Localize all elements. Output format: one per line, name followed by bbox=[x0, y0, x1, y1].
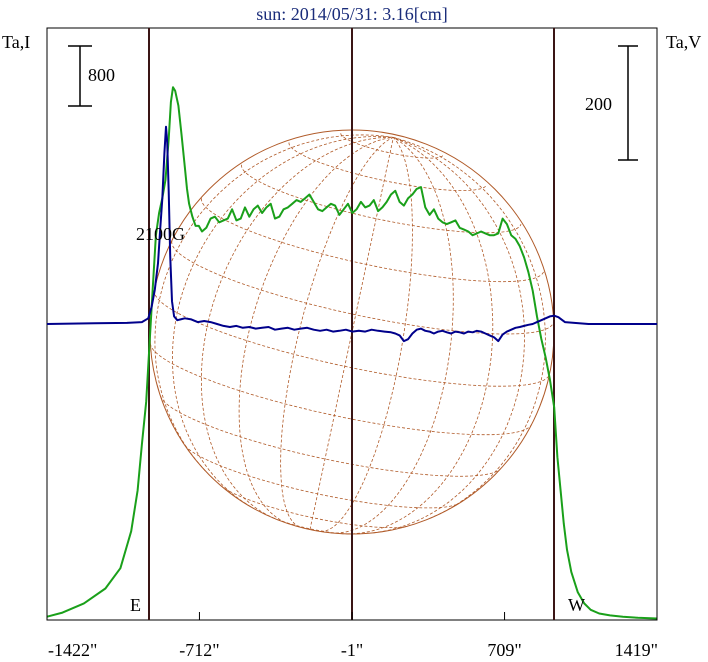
solar-grid-parallel bbox=[340, 133, 444, 159]
right-scale-label: 200 bbox=[585, 94, 612, 114]
solar-grid-meridian bbox=[373, 137, 525, 534]
series-I-line bbox=[46, 86, 658, 620]
solar-grid-parallel bbox=[201, 198, 545, 283]
left-axis-label: Ta,I bbox=[2, 32, 30, 52]
peak-annotation: 2100G bbox=[136, 224, 185, 244]
solar-grid-meridian bbox=[172, 136, 394, 508]
solar-grid-parallel bbox=[288, 142, 487, 191]
solar-grid-parallel bbox=[184, 445, 459, 509]
right-axis-label: Ta,V bbox=[666, 32, 701, 52]
chart-title: sun: 2014/05/31: 3.16[cm] bbox=[256, 4, 448, 24]
solar-grid-meridian bbox=[320, 137, 413, 532]
x-tick-label: -1422" bbox=[48, 640, 97, 660]
x-tick-label: -1" bbox=[341, 640, 363, 660]
solar-grid-meridian bbox=[280, 137, 394, 528]
solar-grid-meridian bbox=[346, 137, 494, 535]
left-scale-label: 800 bbox=[88, 65, 115, 85]
x-tick-label: -712" bbox=[179, 640, 219, 660]
x-tick-label: 1419" bbox=[615, 640, 658, 660]
solar-grid-meridian bbox=[201, 137, 394, 519]
solar-grid-parallel bbox=[272, 517, 349, 535]
solar-grid-parallel bbox=[153, 289, 550, 387]
x-tick-label: 709" bbox=[487, 640, 521, 660]
west-limb-label: W bbox=[568, 595, 585, 615]
east-limb-label: E bbox=[130, 595, 141, 615]
solar-grid-parallel bbox=[160, 396, 502, 477]
solar-grid-parallel bbox=[171, 241, 554, 335]
solar-grid-meridian bbox=[309, 137, 394, 530]
solar-grid-parallel bbox=[220, 485, 410, 528]
x-axis-ticks: -1422" -712" -1" 709" 1419" bbox=[46, 612, 658, 660]
left-scale-bar bbox=[68, 45, 92, 107]
right-scale-bar bbox=[618, 45, 638, 161]
solar-grid-parallel bbox=[149, 343, 532, 436]
series-V-line bbox=[46, 125, 657, 343]
